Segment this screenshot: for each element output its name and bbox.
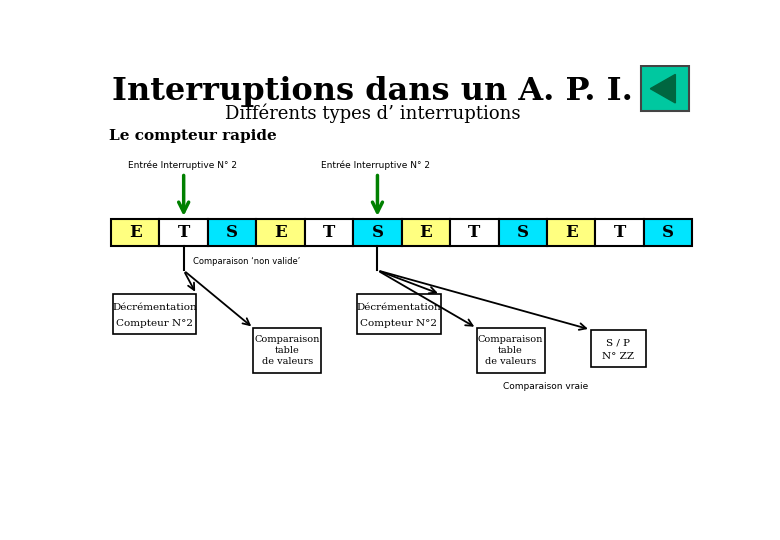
Text: de valeurs: de valeurs — [262, 357, 313, 366]
Text: Le compteur rapide: Le compteur rapide — [108, 130, 276, 144]
Bar — [113, 294, 197, 334]
Text: S: S — [662, 224, 674, 241]
FancyBboxPatch shape — [640, 66, 689, 111]
Text: E: E — [275, 224, 287, 241]
Text: E: E — [129, 224, 142, 241]
Bar — [644, 219, 693, 246]
Bar — [450, 219, 498, 246]
Text: Interruptions dans un A. P. I.: Interruptions dans un A. P. I. — [112, 76, 633, 107]
Text: table: table — [275, 346, 300, 355]
Text: de valeurs: de valeurs — [485, 357, 537, 366]
Text: Comparaison ‘non valide’: Comparaison ‘non valide’ — [193, 256, 300, 266]
Text: S / P: S / P — [606, 338, 630, 347]
Text: S: S — [371, 224, 384, 241]
Text: Décrémentation: Décrémentation — [356, 302, 441, 312]
Text: Compteur N°2: Compteur N°2 — [360, 319, 438, 328]
Bar — [590, 330, 646, 367]
Text: T: T — [323, 224, 335, 241]
Text: Entrée Interruptive N° 2: Entrée Interruptive N° 2 — [321, 160, 431, 170]
Text: S: S — [226, 224, 238, 241]
Text: Entrée Interruptive N° 2: Entrée Interruptive N° 2 — [128, 160, 236, 170]
Bar — [547, 219, 595, 246]
Bar — [254, 328, 321, 373]
Text: T: T — [178, 224, 190, 241]
Bar — [353, 219, 402, 246]
Bar — [477, 328, 544, 373]
Bar — [111, 219, 159, 246]
Bar — [595, 219, 644, 246]
Bar — [305, 219, 353, 246]
Polygon shape — [651, 75, 675, 103]
Text: Décrémentation: Décrémentation — [112, 302, 197, 312]
Bar — [402, 219, 450, 246]
Text: table: table — [498, 346, 523, 355]
Bar — [159, 219, 208, 246]
Bar — [257, 219, 305, 246]
Bar — [498, 219, 547, 246]
Text: Compteur N°2: Compteur N°2 — [116, 319, 193, 328]
Text: Comparaison: Comparaison — [478, 335, 544, 344]
Text: T: T — [614, 224, 626, 241]
Text: Comparaison vraie: Comparaison vraie — [503, 382, 589, 391]
Text: N° ZZ: N° ZZ — [602, 352, 634, 361]
Text: S: S — [517, 224, 529, 241]
Text: Différents types d’ interruptions: Différents types d’ interruptions — [225, 104, 520, 123]
Text: Comparaison: Comparaison — [254, 335, 320, 344]
Text: E: E — [565, 224, 578, 241]
Text: E: E — [420, 224, 432, 241]
Text: T: T — [468, 224, 480, 241]
Bar — [357, 294, 441, 334]
Bar — [208, 219, 257, 246]
